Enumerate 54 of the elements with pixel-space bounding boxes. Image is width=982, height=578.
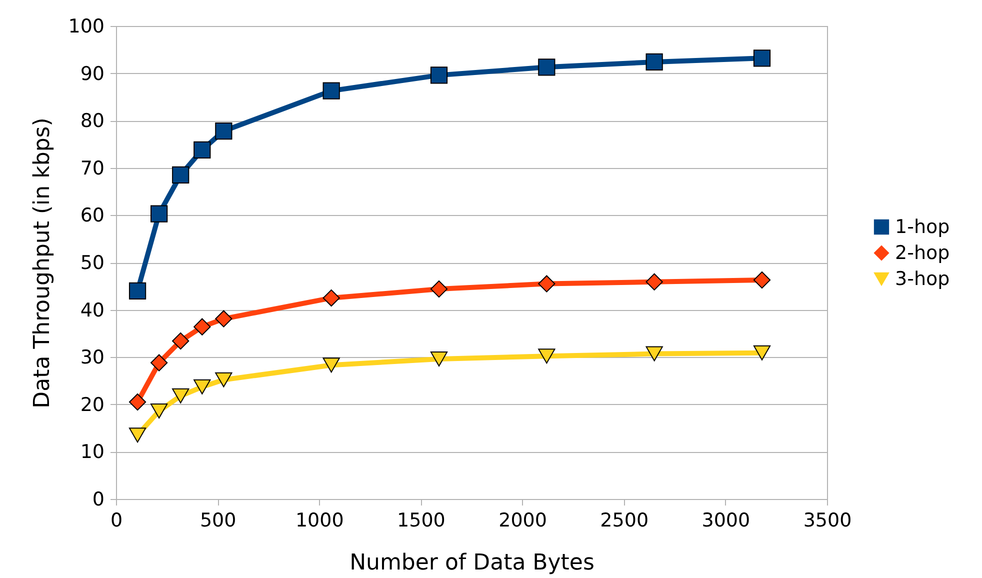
point [538, 58, 556, 76]
point [172, 166, 190, 184]
point [430, 66, 448, 84]
point [194, 141, 211, 158]
point [150, 205, 168, 222]
point [646, 346, 663, 362]
x-tick-label: 2000 [498, 510, 547, 532]
y-tick-label: 60 [80, 204, 104, 227]
point [215, 372, 232, 388]
y-axis-title: Data Throughput (in kbps) [30, 118, 56, 408]
point [646, 273, 663, 290]
y-tick-label: 50 [80, 252, 104, 274]
x-tick-label: 3000 [702, 510, 750, 532]
point [172, 388, 190, 404]
y-tick-label: 20 [80, 394, 104, 416]
point [753, 50, 771, 67]
point [215, 122, 232, 140]
y-tick-label: 90 [80, 62, 104, 85]
legend-label: 2-hop [895, 242, 950, 264]
point [150, 354, 168, 372]
legend-label: 3-hop [895, 268, 950, 290]
y-tick-label: 40 [80, 299, 104, 322]
point [430, 280, 448, 298]
y-tick-label: 30 [80, 346, 104, 369]
point [753, 271, 771, 289]
point [753, 345, 771, 360]
point [538, 348, 556, 364]
legend-label: 1-hop [895, 216, 950, 238]
point [194, 379, 211, 394]
x-axis-title: Number of Data Bytes [350, 550, 594, 576]
y-tick-label: 100 [68, 16, 104, 38]
x-tick-label: 3500 [803, 510, 852, 532]
point [322, 358, 340, 373]
x-tick-label: 0 [110, 510, 123, 532]
point [215, 310, 232, 328]
x-tick-label: 1000 [295, 510, 344, 532]
point [538, 275, 556, 292]
x-tick-label: 1500 [397, 510, 446, 532]
point [128, 393, 146, 411]
x-tick-label: 2500 [600, 510, 649, 532]
y-tick-label: 70 [80, 157, 104, 180]
point [646, 53, 663, 71]
y-tick-label: 0 [92, 488, 104, 510]
point [172, 332, 190, 350]
point [128, 282, 146, 300]
point [128, 428, 146, 443]
point [322, 289, 340, 307]
point [150, 404, 168, 419]
point [430, 352, 448, 366]
point [194, 318, 211, 336]
y-tick-label: 80 [80, 110, 104, 132]
y-tick-label: 10 [80, 441, 104, 464]
x-tick-label: 500 [200, 510, 236, 532]
point [322, 82, 340, 100]
